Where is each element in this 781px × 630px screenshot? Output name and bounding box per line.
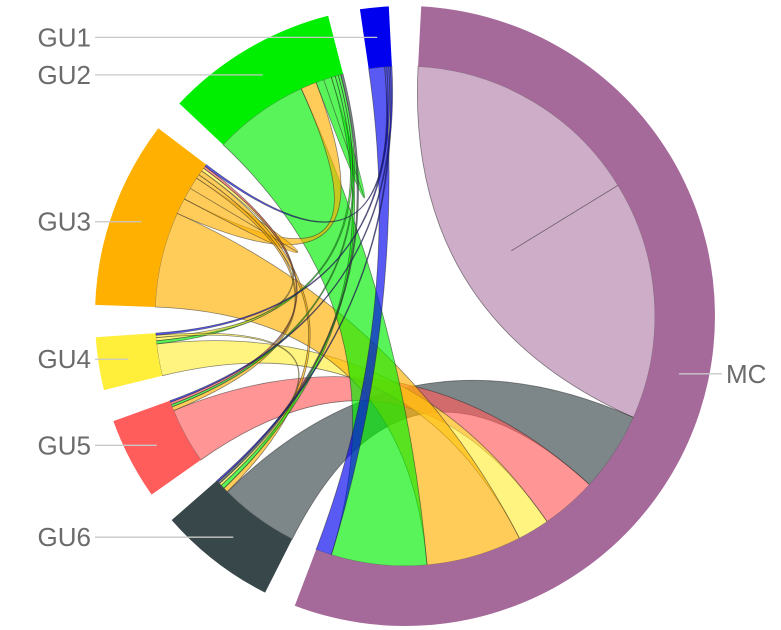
ribbon-gu1-to-mc [315,66,390,556]
ribbon-gu2-to-gu5 [170,73,355,408]
sector-arc-gu5 [113,400,201,495]
sector-label-gu2: GU2 [38,60,91,90]
sector-labels-layer: MC GU6 GU5 GU4 GU3 GU2 GU1 [38,22,767,552]
ribbon-mc-to-mc [416,65,656,418]
sector-label-gu1: GU1 [38,22,91,52]
sector-label-gu4: GU4 [38,344,91,374]
sector-arc-gu3 [95,128,207,307]
ribbons-layer [154,65,656,567]
sector-label-gu3: GU3 [38,207,91,237]
sector-arcs-layer [95,6,715,626]
sector-label-mc: MC [726,359,766,389]
sector-label-gu6: GU6 [38,522,91,552]
sector-arc-mc [294,6,715,626]
sector-arc-gu2 [179,15,343,145]
sector-arc-gu4 [95,333,163,391]
sector-label-gu5: GU5 [38,430,91,460]
ribbon-gu1-to-gu4 [155,66,391,336]
